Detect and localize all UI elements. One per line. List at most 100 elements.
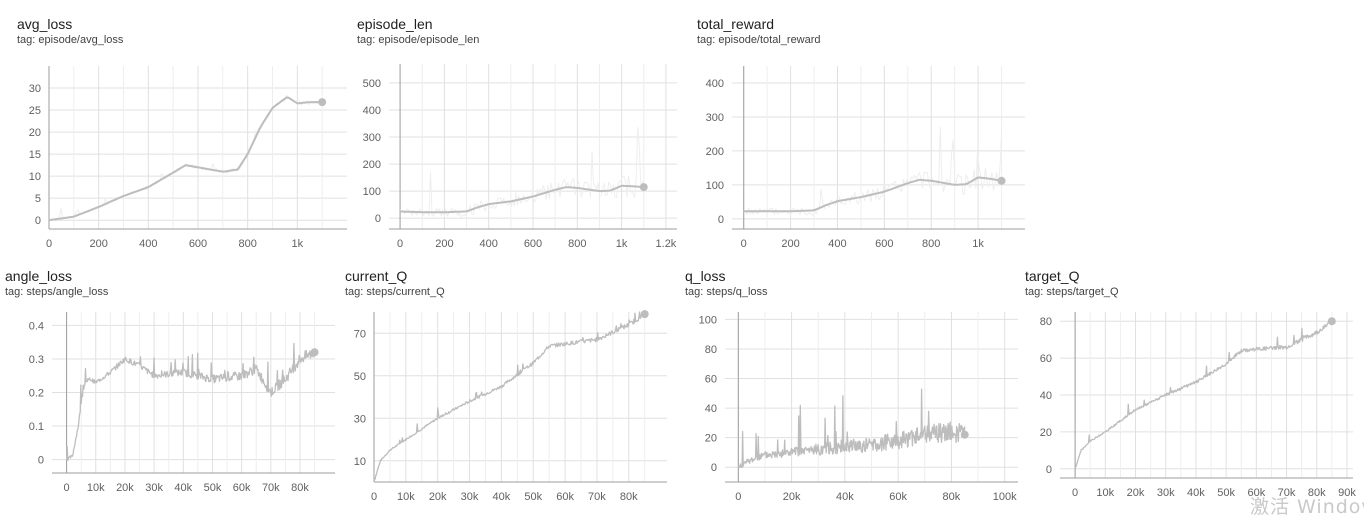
series-raw-line — [65, 342, 316, 462]
x-tick-label: 70k — [1278, 487, 1296, 499]
series-raw-line — [743, 126, 1003, 216]
x-tick-label: 20k — [116, 482, 134, 494]
y-tick-label: 0 — [718, 214, 724, 226]
x-tick-label: 1.2k — [656, 238, 677, 250]
y-tick-label: 5 — [35, 193, 41, 205]
x-tick-label: 30k — [461, 491, 479, 503]
y-tick-label: 15 — [29, 149, 41, 161]
y-tick-label: 0 — [38, 455, 44, 467]
series-smoothed-line — [48, 96, 323, 222]
x-tick-label: 1k — [616, 238, 628, 250]
y-tick-label: 0 — [711, 462, 717, 474]
x-tick-label: 60k — [556, 491, 574, 503]
x-tick-label: 80k — [1308, 487, 1326, 499]
chart-plot: 0 100 200 300 400 0 200 400 600 800 1k — [706, 66, 1025, 250]
chart-tag: tag: episode/avg_loss — [17, 34, 124, 46]
os-activation-watermark: 激活 Windov — [1250, 496, 1364, 518]
series-smoothed-line — [743, 176, 1002, 213]
x-tick-label: 1k — [972, 238, 984, 250]
chart-plot: 0 20 40 60 80 0 10k 20k 30k 40k 50k 60k 70k 80k 90k — [1040, 312, 1356, 499]
chart-title: episode_len — [357, 16, 433, 32]
chart-plot: 10 30 50 70 0 10k 20k 30k 40k 50k 60k 70k 80k — [354, 310, 667, 503]
chart-tag: tag: episode/total_reward — [697, 34, 821, 46]
chart-tag: tag: steps/current_Q — [345, 286, 445, 298]
series-raw-line — [737, 388, 966, 469]
chart-plot: 0 0.1 0.2 0.3 0.4 0 10k 20k 30k 40k 50k 60k 70k 80k — [29, 312, 335, 494]
chart-title: angle_loss — [5, 268, 72, 284]
x-tick-label: 50k — [1217, 487, 1235, 499]
x-tick-label: 400 — [139, 238, 157, 250]
x-tick-label: 40k — [174, 482, 192, 494]
x-tick-label: 400 — [480, 238, 498, 250]
y-tick-label: 60 — [705, 374, 717, 386]
chart-title: q_loss — [685, 268, 726, 284]
x-tick-label: 1k — [292, 238, 304, 250]
y-tick-label: 20 — [29, 127, 41, 139]
y-tick-label: 0 — [1046, 464, 1052, 476]
y-tick-label: 400 — [706, 78, 724, 90]
x-tick-label: 10k — [397, 491, 415, 503]
y-tick-label: 200 — [706, 146, 724, 158]
x-tick-label: 50k — [204, 482, 222, 494]
y-tick-label: 30 — [29, 83, 41, 95]
chart-plot: 0 100 200 300 400 500 0 200 400 600 800 1k 1.2k — [363, 64, 677, 250]
y-tick-label: 80 — [705, 344, 717, 356]
x-tick-label: 40k — [1187, 487, 1205, 499]
x-tick-label: 200 — [89, 238, 107, 250]
x-tick-label: 200 — [781, 238, 799, 250]
x-tick-label: 60k — [889, 491, 907, 503]
x-tick-label: 10k — [87, 482, 105, 494]
x-tick-label: 60k — [1247, 487, 1265, 499]
series-raw-line — [373, 311, 646, 481]
y-tick-label: 0 — [35, 215, 41, 227]
y-tick-label: 20 — [1040, 427, 1052, 439]
x-tick-label: 60k — [233, 482, 251, 494]
chart-title: avg_loss — [17, 16, 73, 32]
chart-plot: 0 20 40 60 80 100 0 20k 40k 60k 80k 100k — [699, 312, 1018, 503]
x-tick-label: 800 — [568, 238, 586, 250]
series-raw-line — [1074, 319, 1333, 469]
y-tick-label: 100 — [363, 186, 381, 198]
x-tick-label: 40k — [836, 491, 854, 503]
series-end-marker — [960, 430, 969, 439]
series-end-marker — [318, 98, 327, 107]
x-tick-label: 20k — [429, 491, 447, 503]
x-tick-label: 40k — [493, 491, 511, 503]
chart-title: total_reward — [697, 16, 775, 32]
chart-tag: tag: episode/episode_len — [357, 34, 480, 46]
y-tick-label: 40 — [1040, 390, 1052, 402]
x-tick-label: 600 — [189, 238, 207, 250]
x-tick-label: 30k — [145, 482, 163, 494]
y-tick-label: 0 — [375, 213, 381, 225]
x-tick-label: 90k — [1338, 487, 1356, 499]
y-tick-label: 10 — [29, 171, 41, 183]
x-tick-label: 70k — [262, 482, 280, 494]
x-tick-label: 20k — [1127, 487, 1145, 499]
y-tick-label: 300 — [706, 112, 724, 124]
chart-tag: tag: steps/q_loss — [685, 286, 768, 298]
x-tick-label: 600 — [875, 238, 893, 250]
x-tick-label: 200 — [435, 238, 453, 250]
y-tick-label: 80 — [1040, 316, 1052, 328]
series-raw-line — [399, 126, 645, 218]
y-tick-label: 0.3 — [29, 354, 44, 366]
x-tick-label: 100k — [993, 491, 1017, 503]
x-tick-label: 0 — [46, 238, 52, 250]
y-tick-label: 500 — [363, 78, 381, 90]
y-tick-label: 25 — [29, 105, 41, 117]
x-tick-label: 10k — [1096, 487, 1114, 499]
x-tick-label: 800 — [238, 238, 256, 250]
chart-title: current_Q — [345, 268, 408, 284]
x-tick-label: 80k — [291, 482, 309, 494]
series-smoothed-line — [400, 184, 644, 214]
chart-tag: tag: steps/angle_loss — [5, 286, 109, 298]
x-tick-label: 70k — [588, 491, 606, 503]
y-tick-label: 0.1 — [29, 421, 44, 433]
y-tick-label: 100 — [699, 314, 717, 326]
x-tick-label: 20k — [783, 491, 801, 503]
y-tick-label: 0.2 — [29, 388, 44, 400]
series-end-marker — [640, 310, 649, 319]
y-tick-label: 400 — [363, 105, 381, 117]
x-tick-label: 0 — [371, 491, 377, 503]
y-tick-label: 40 — [705, 403, 717, 415]
